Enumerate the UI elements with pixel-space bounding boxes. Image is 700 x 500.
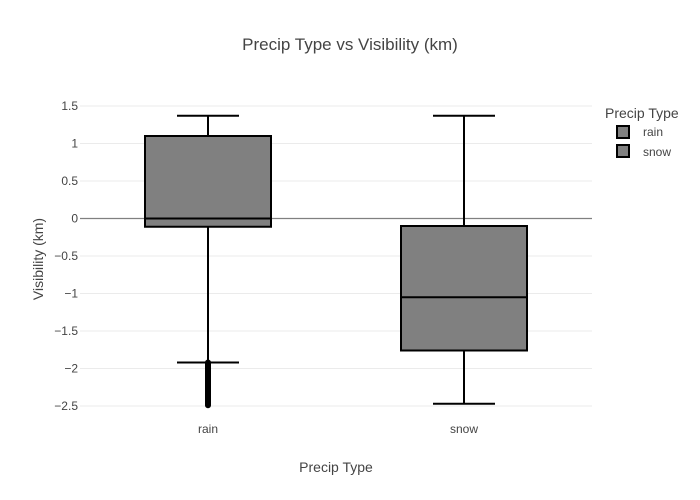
x-tick-labels: rain snow [198, 422, 478, 436]
legend-swatch-snow [616, 144, 630, 158]
legend-label-rain: rain [643, 125, 663, 139]
box-rain[interactable] [144, 114, 272, 409]
y-tick-label: −1 [64, 287, 78, 301]
chart-title: Precip Type vs Visibility (km) [242, 35, 458, 54]
x-axis-title: Precip Type [299, 459, 373, 475]
iqr-box [400, 225, 528, 352]
x-tick-label-rain: rain [198, 422, 218, 436]
legend-title: Precip Type [605, 105, 679, 121]
x-tick-label-snow: snow [450, 422, 478, 436]
y-axis-title: Visibility (km) [30, 218, 46, 300]
y-tick-label: −2 [64, 362, 78, 376]
legend: Precip Type rain snow [605, 105, 679, 159]
legend-item-snow[interactable]: snow [616, 144, 671, 159]
outlier-point [205, 359, 211, 366]
y-tick-label: −2.5 [54, 399, 78, 413]
box-plots [144, 114, 528, 409]
y-tick-label: 0.5 [61, 174, 78, 188]
legend-label-snow: snow [643, 145, 671, 159]
legend-item-rain[interactable]: rain [616, 125, 663, 139]
y-tick-labels: 1.5 1 0.5 0 −0.5 −1 −1.5 −2 −2.5 [54, 99, 78, 413]
y-tick-label: −1.5 [54, 324, 78, 338]
y-tick-label: 1.5 [61, 99, 78, 113]
legend-swatch-rain [616, 125, 630, 139]
y-tick-label: −0.5 [54, 249, 78, 263]
y-tick-label: 0 [71, 212, 78, 226]
iqr-box [144, 135, 272, 228]
y-tick-label: 1 [71, 137, 78, 151]
box-snow[interactable] [400, 114, 528, 405]
